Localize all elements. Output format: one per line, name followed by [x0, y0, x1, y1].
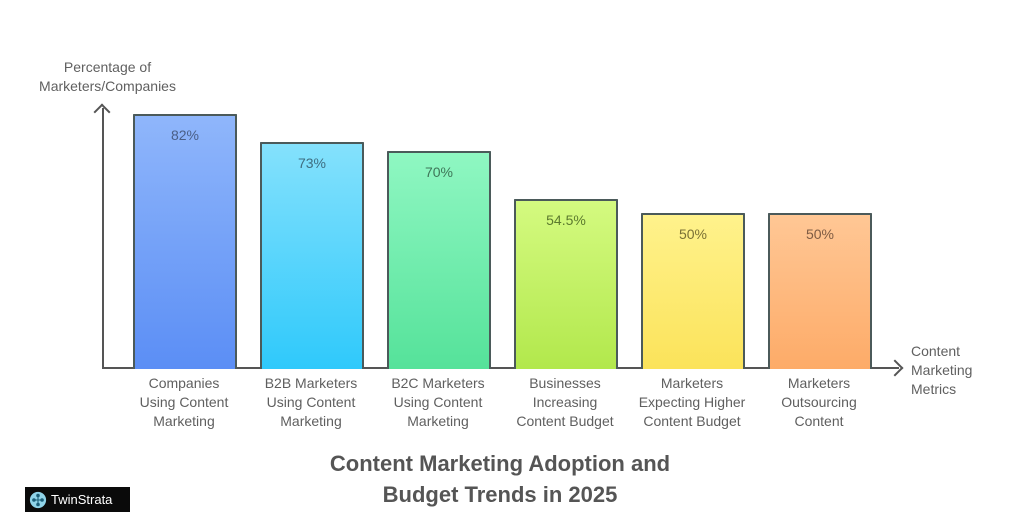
category-label-line: Companies	[148, 375, 220, 391]
category-label-line: Marketers	[660, 375, 724, 391]
y-axis-line	[102, 108, 104, 369]
category-label: B2C Marketers Using Content Marketing	[373, 374, 503, 431]
x-axis-arrow-icon	[886, 359, 904, 377]
chart-title: Content Marketing Adoption and Budget Tr…	[280, 448, 720, 510]
bar-value-label: 82%	[170, 127, 200, 143]
bar-b2b-marketers: 73%	[260, 142, 364, 369]
bar-value-label: 54.5%	[546, 212, 586, 228]
brand-logo: TwinStrata	[25, 487, 130, 512]
x-axis-label-line: Marketing	[911, 362, 973, 378]
category-label-line: Content	[794, 413, 844, 429]
chart-title-line: Content Marketing Adoption and	[329, 451, 671, 476]
chart-title-line: Budget Trends in 2025	[382, 482, 618, 507]
bar-value-label: 70%	[424, 164, 454, 180]
category-label-line: Expecting Higher	[638, 394, 746, 410]
category-label-line: Marketing	[153, 413, 215, 429]
network-node-icon	[29, 491, 47, 508]
bar-marketers-expecting-higher-budget: 50%	[641, 213, 745, 369]
x-axis-label: Content Marketing Metrics	[911, 342, 1011, 399]
bar-value-label: 73%	[297, 155, 327, 171]
category-label-line: Increasing	[532, 394, 598, 410]
bar-companies-using-content-marketing: 82%	[133, 114, 237, 369]
category-label-line: Businesses	[529, 375, 601, 391]
category-label-line: Using Content	[139, 394, 229, 410]
category-label-line: Marketing	[280, 413, 342, 429]
category-label: Marketers Expecting Higher Content Budge…	[627, 374, 757, 431]
bar-value-label: 50%	[678, 226, 708, 242]
category-label-line: Marketers	[787, 375, 851, 391]
category-label-line: Content Budget	[516, 413, 614, 429]
category-label: B2B Marketers Using Content Marketing	[246, 374, 376, 431]
category-label: Marketers Outsourcing Content	[754, 374, 884, 431]
y-axis-label: Percentage of Marketers/Companies	[39, 59, 176, 94]
category-label-line: Using Content	[393, 394, 483, 410]
bar-b2c-marketers: 70%	[387, 151, 491, 369]
category-label-line: Outsourcing	[781, 394, 857, 410]
y-axis-arrow-icon	[93, 103, 111, 121]
x-axis-label-line: Content	[911, 343, 961, 359]
bar-marketers-outsourcing: 50%	[768, 213, 872, 369]
category-label-line: Marketing	[407, 413, 469, 429]
category-label: Businesses Increasing Content Budget	[500, 374, 630, 431]
category-label-line: Using Content	[266, 394, 356, 410]
category-label-line: B2C Marketers	[391, 375, 485, 391]
x-axis-label-line: Metrics	[911, 381, 957, 397]
x-axis-line	[102, 367, 899, 369]
bar-businesses-increasing-budget: 54.5%	[514, 199, 618, 369]
category-label-line: Content Budget	[643, 413, 741, 429]
bar-value-label: 50%	[805, 226, 835, 242]
category-label: Companies Using Content Marketing	[119, 374, 249, 431]
brand-name: TwinStrata	[51, 492, 113, 507]
category-label-line: B2B Marketers	[264, 375, 358, 391]
